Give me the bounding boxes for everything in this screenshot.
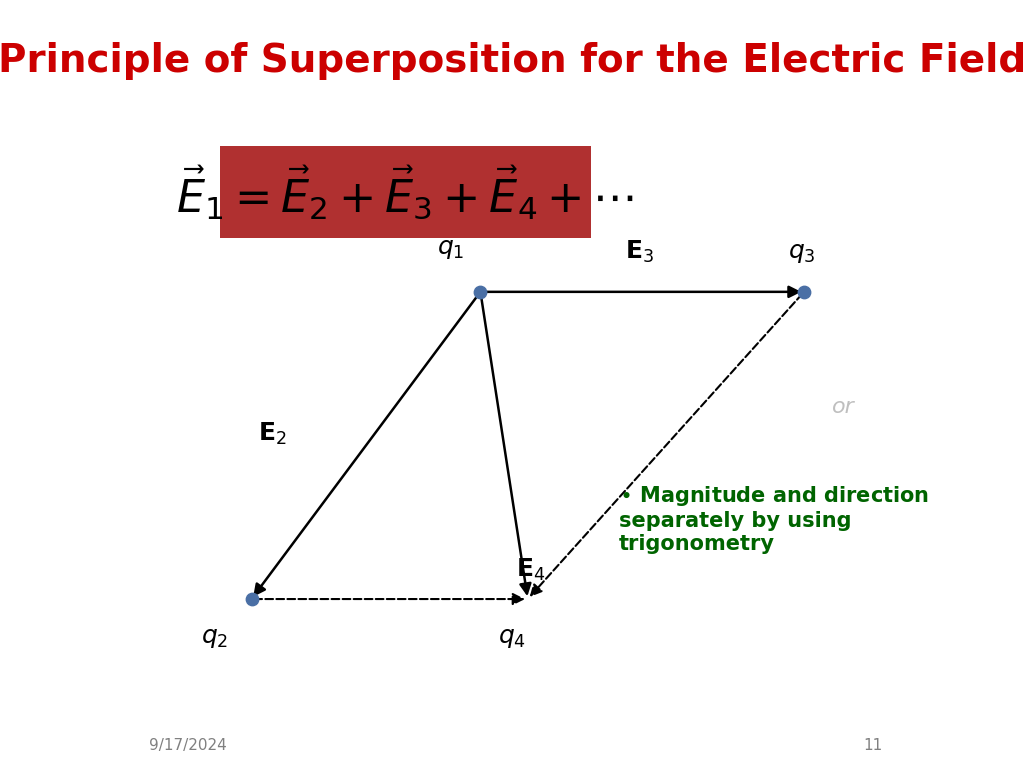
Text: $\mathbf{E}_2$: $\mathbf{E}_2$	[258, 421, 287, 447]
Text: $q_2$: $q_2$	[201, 626, 227, 650]
Text: 11: 11	[864, 737, 883, 753]
Text: $\vec{E}_1 = \vec{E}_2 + \vec{E}_3 + \vec{E}_4 + \cdots$: $\vec{E}_1 = \vec{E}_2 + \vec{E}_3 + \ve…	[176, 163, 635, 221]
Text: $\mathbf{E}_3$: $\mathbf{E}_3$	[625, 239, 654, 265]
Point	[796, 286, 812, 298]
Text: 9/17/2024: 9/17/2024	[148, 737, 226, 753]
Text: $\bullet$ Magnitude and direction
separately by using
trigonometry: $\bullet$ Magnitude and direction separa…	[618, 484, 929, 554]
Text: $q_4$: $q_4$	[498, 626, 526, 650]
Text: $q_1$: $q_1$	[437, 237, 465, 261]
Text: Principle of Superposition for the Electric Field: Principle of Superposition for the Elect…	[0, 42, 1024, 81]
FancyBboxPatch shape	[220, 146, 591, 238]
Text: $q_3$: $q_3$	[788, 241, 816, 265]
Text: or: or	[833, 397, 855, 417]
Point	[472, 286, 488, 298]
Text: $\mathbf{E}_4$: $\mathbf{E}_4$	[516, 557, 546, 583]
Point	[244, 593, 260, 605]
